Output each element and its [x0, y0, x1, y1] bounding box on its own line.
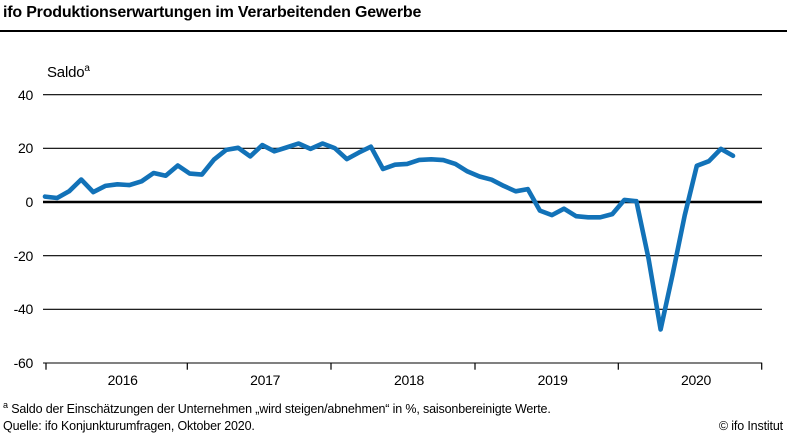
y-axis-label: -20	[13, 247, 34, 264]
y-axis-label: 20	[18, 140, 33, 157]
y-axis-title-text: Saldo	[47, 64, 85, 81]
footnote-superscript: a	[3, 400, 8, 410]
y-axis-title: Saldoa	[47, 63, 90, 81]
x-axis-year-label: 2017	[250, 372, 281, 388]
footnote-text: Saldo der Einschätzungen der Unternehmen…	[11, 402, 551, 417]
x-axis-year-label: 2016	[107, 372, 138, 388]
x-axis-year-label: 2018	[394, 372, 424, 388]
footnote: a Saldo der Einschätzungen der Unternehm…	[3, 400, 551, 416]
y-axis-label: 40	[18, 86, 33, 103]
source-line: Quelle: ifo Konjunkturumfragen, Oktober …	[3, 419, 783, 433]
y-axis-title-superscript: a	[84, 63, 90, 74]
x-axis-year-label: 2019	[537, 372, 568, 388]
chart-title: ifo Produktionserwartungen im Verarbeite…	[3, 4, 422, 21]
copyright-text: © ifo Institut	[718, 419, 783, 433]
y-axis-label: -60	[13, 355, 34, 371]
y-axis-label: 0	[25, 194, 34, 210]
title-rule	[0, 30, 787, 32]
x-axis-year-label: 2020	[681, 372, 711, 388]
data-line	[42, 141, 736, 332]
y-axis-label: -40	[13, 301, 34, 318]
source-text: Quelle: ifo Konjunkturumfragen, Oktober …	[3, 419, 255, 433]
